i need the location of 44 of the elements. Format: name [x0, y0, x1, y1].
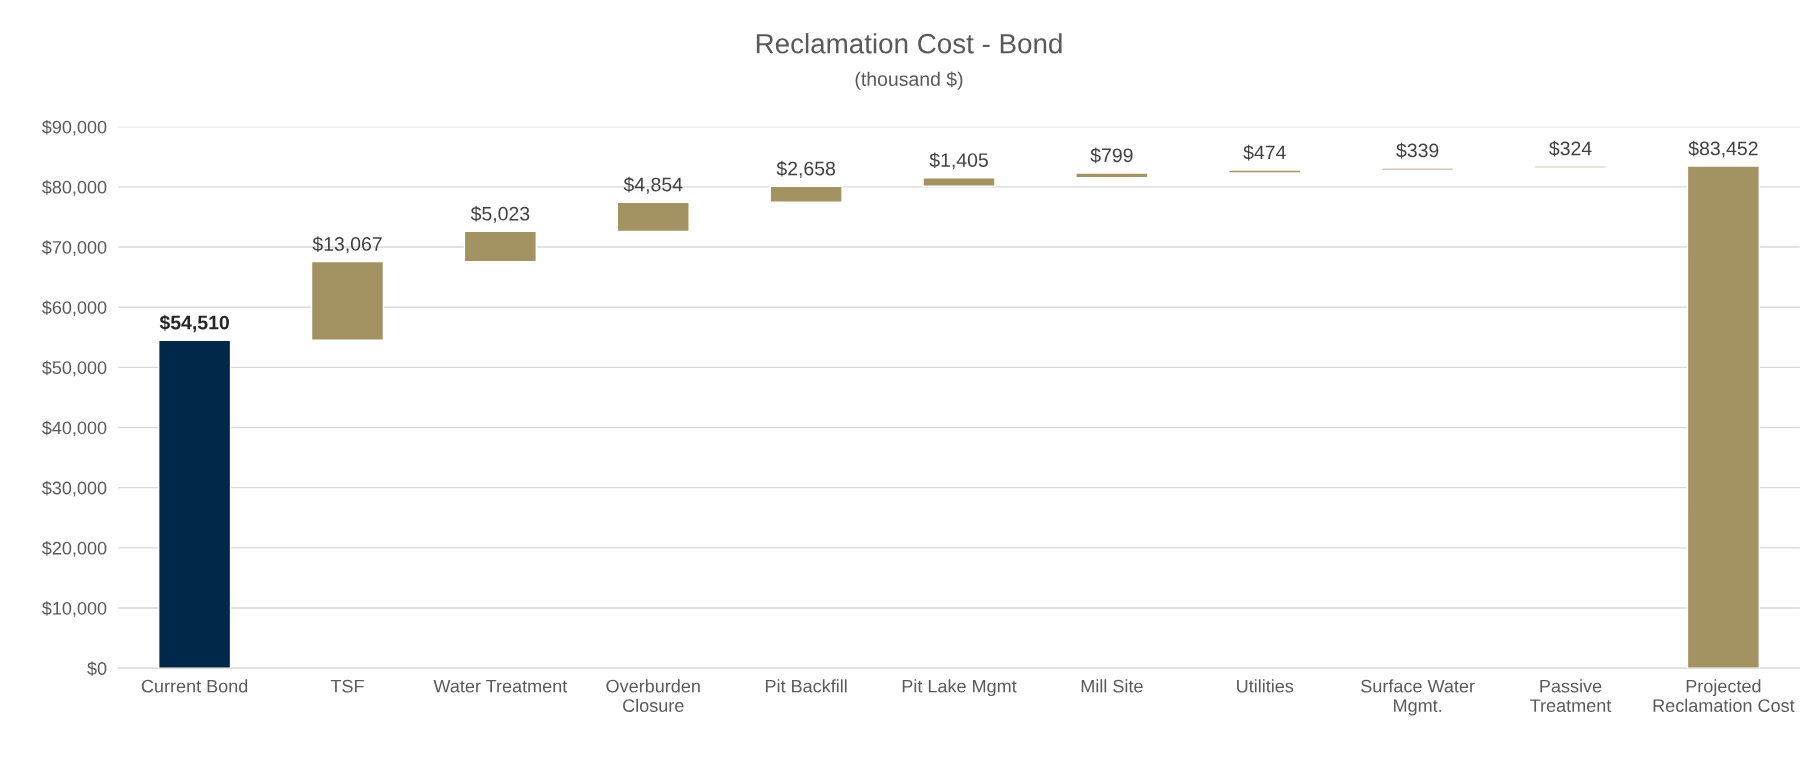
- bar: [922, 177, 996, 187]
- bar: [616, 201, 690, 233]
- data-label: $5,023: [470, 206, 530, 223]
- bar: [157, 339, 232, 669]
- y-tick-label: $80,000: [41, 180, 107, 196]
- bar: [463, 230, 537, 263]
- x-tick-label: Passive Treatment: [1530, 679, 1612, 712]
- chart-title: Reclamation Cost - Bond: [756, 33, 1062, 54]
- data-label: $4,854: [623, 176, 683, 194]
- y-tick-label: $30,000: [41, 480, 107, 497]
- data-label: $339: [1396, 142, 1439, 159]
- y-tick-label: $70,000: [41, 240, 107, 256]
- x-tick-label: Mill Site: [1081, 679, 1143, 693]
- bar: [1381, 167, 1455, 171]
- y-tick-label: $60,000: [41, 300, 107, 317]
- x-tick-label: Pit Backfill: [765, 679, 847, 693]
- y-tick-label: $50,000: [41, 360, 107, 377]
- y-tick-label: $10,000: [41, 601, 107, 617]
- x-tick-label: Projected Reclamation Cost: [1653, 679, 1795, 712]
- bar: [1075, 172, 1149, 179]
- y-tick-label: $90,000: [41, 119, 107, 136]
- y-tick-label: $40,000: [41, 420, 107, 437]
- y-tick-label: $0: [87, 661, 107, 676]
- x-tick-label: Water Treatment: [433, 679, 568, 693]
- data-label: $13,067: [312, 236, 382, 254]
- chart-subtitle: (thousand $): [855, 71, 963, 90]
- x-tick-label: Overburden Closure: [606, 679, 700, 712]
- data-label: $2,658: [776, 160, 836, 178]
- x-tick-label: Utilities: [1237, 679, 1294, 693]
- bar: [1686, 165, 1761, 669]
- y-tick-label: $20,000: [41, 541, 107, 557]
- data-label: $83,452: [1688, 140, 1758, 158]
- data-label: $799: [1090, 147, 1133, 164]
- data-label: $1,405: [929, 152, 988, 170]
- x-tick-label: Surface Water Mgmt.: [1361, 679, 1475, 716]
- bar: [310, 260, 385, 341]
- data-label: $54,510: [159, 314, 229, 333]
- bar: [1228, 169, 1302, 174]
- data-label: $324: [1549, 140, 1592, 157]
- bar: [769, 185, 843, 203]
- data-label: $474: [1243, 144, 1286, 161]
- x-tick-label: Pit Lake Mgmt: [902, 679, 1017, 697]
- x-tick-label: Current Bond: [141, 679, 248, 693]
- x-tick-label: TSF: [330, 679, 364, 693]
